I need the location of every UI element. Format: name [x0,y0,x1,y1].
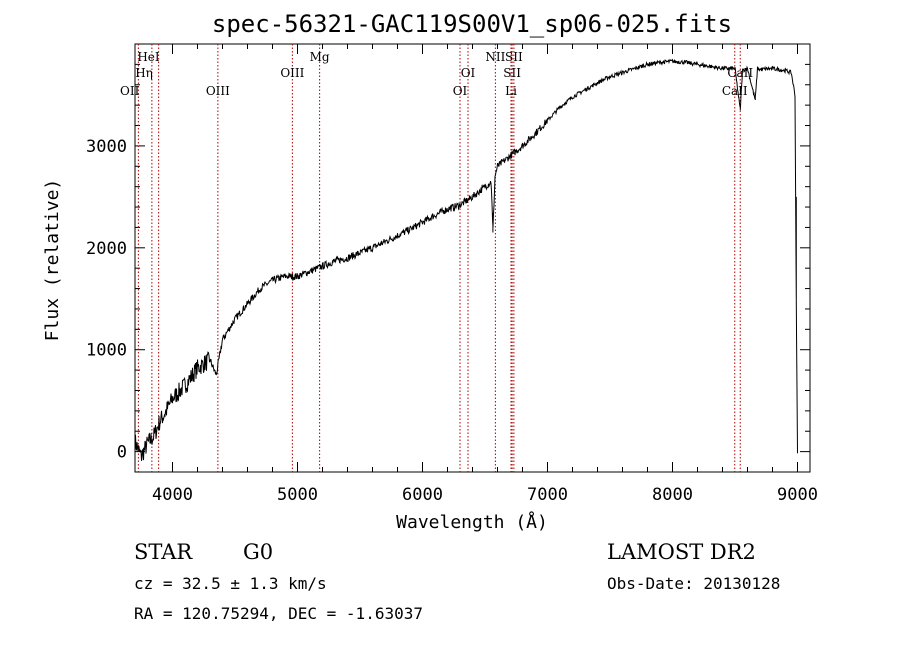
x-tick-labels: 4000 5000 6000 7000 8000 9000 [152,485,818,505]
x-tick-label: 6000 [402,485,443,505]
spectral-line-label: Hη [135,66,153,80]
x-tick-label: 5000 [277,485,318,505]
x-axis-label: Wavelength (Å) [396,511,548,533]
ra-dec: RA = 120.75294, DEC = -1.63037 [134,604,423,623]
y-tick-label: 0 [117,443,127,463]
object-subclass: G0 [243,540,273,564]
spectral-line-label: NII [485,50,505,64]
spectral-line-labels: OIIHηHeIOIIIOIIIMgOIOINIILiSIISIICaIICaI… [120,50,753,98]
spectrum-series-line [134,58,798,461]
spectral-line-label: HeI [137,50,160,64]
y-tick-label: 3000 [86,137,127,157]
spectral-line-label: CaII [722,84,748,98]
plot-frame [134,43,811,473]
observation-date: Obs-Date: 20130128 [607,574,780,593]
spectral-line-label: Li [505,84,517,98]
spectral-line-label: OIII [206,84,230,98]
y-tick-label: 1000 [86,341,127,361]
x-tick-label: 8000 [652,485,693,505]
x-tick-label: 9000 [777,485,818,505]
spectral-line-label: OI [461,66,476,80]
y-tick-labels: 0 1000 2000 3000 [86,137,127,463]
object-class: STAR [134,540,193,564]
x-tick-label: 4000 [152,485,193,505]
chart-title: spec-56321-GAC119S00V1_sp06-025.fits [212,10,732,38]
y-tick-label: 2000 [86,239,127,259]
redshift-cz: cz = 32.5 ± 1.3 km/s [134,574,327,593]
axis-ticks [135,44,810,472]
y-axis-label: Flux (relative) [42,179,63,342]
spectral-line-label: Mg [310,50,330,64]
x-tick-label: 7000 [527,485,568,505]
spectral-line-label: OIII [280,66,304,80]
spectral-line-label: OI [453,84,468,98]
spectral-line-markers [137,44,741,472]
survey-name: LAMOST DR2 [607,540,756,564]
spectral-line-label: OII [120,84,140,98]
spectral-line-label: SII [505,50,523,64]
spectral-line-label: SII [503,66,521,80]
